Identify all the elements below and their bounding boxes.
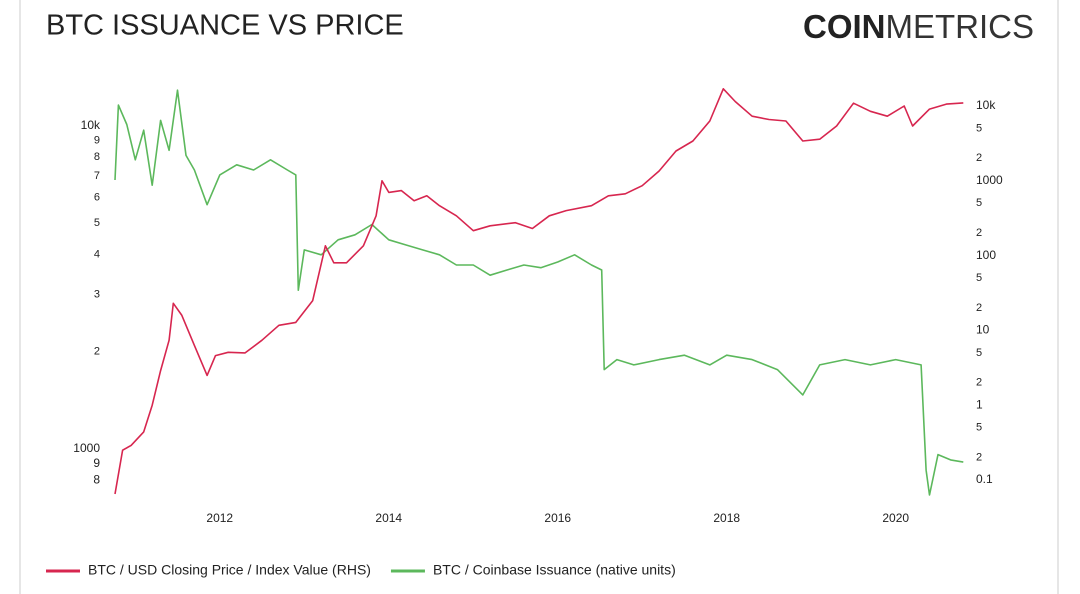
- y2-tick-label: 100: [976, 248, 996, 262]
- legend-label: BTC / USD Closing Price / Index Value (R…: [88, 562, 371, 578]
- y-tick-label: 9: [94, 135, 100, 147]
- brand-light: METRICS: [886, 8, 1035, 45]
- y2-tick-label: 5: [976, 122, 982, 134]
- y-tick-label: 2: [94, 346, 100, 358]
- x-tick-label: 2014: [375, 511, 402, 525]
- brand-bold: COIN: [803, 8, 886, 45]
- y-tick-label: 8: [94, 151, 100, 163]
- y2-tick-label: 2: [976, 227, 982, 239]
- y-tick-label: 8: [93, 472, 100, 486]
- y2-tick-label: 10: [976, 323, 990, 337]
- y-tick-label: 6: [94, 191, 100, 203]
- y2-tick-label: 5: [976, 422, 982, 434]
- y2-tick-label: 5: [976, 272, 982, 284]
- y2-tick-label: 2: [976, 451, 982, 463]
- y-tick-label: 4: [94, 248, 100, 260]
- x-tick-label: 2016: [544, 511, 571, 525]
- y-tick-label: 1000: [73, 441, 100, 455]
- y2-tick-label: 1000: [976, 173, 1003, 187]
- y2-tick-label: 0.1: [976, 472, 993, 486]
- series-line: [114, 88, 964, 495]
- y-tick-label: 10k: [81, 118, 101, 132]
- series-line: [114, 89, 964, 496]
- x-tick-label: 2012: [206, 511, 233, 525]
- legend-label: BTC / Coinbase Issuance (native units): [433, 562, 676, 578]
- x-tick-label: 2020: [882, 511, 909, 525]
- x-tick-label: 2018: [713, 511, 740, 525]
- y2-tick-label: 2: [976, 377, 982, 389]
- y2-tick-label: 2: [976, 302, 982, 314]
- y-tick-label: 5: [94, 217, 100, 229]
- y2-tick-label: 5: [976, 197, 982, 209]
- chart-title: BTC ISSUANCE VS PRICE: [46, 10, 404, 42]
- y-tick-label: 9: [93, 456, 100, 470]
- y-tick-label: 7: [94, 170, 100, 182]
- y2-tick-label: 2: [976, 152, 982, 164]
- y2-tick-label: 10k: [976, 98, 996, 112]
- y2-tick-label: 5: [976, 347, 982, 359]
- y-tick-label: 3: [94, 289, 100, 301]
- y2-tick-label: 1: [976, 397, 983, 411]
- brand-logo: COINMETRICS: [803, 8, 1034, 45]
